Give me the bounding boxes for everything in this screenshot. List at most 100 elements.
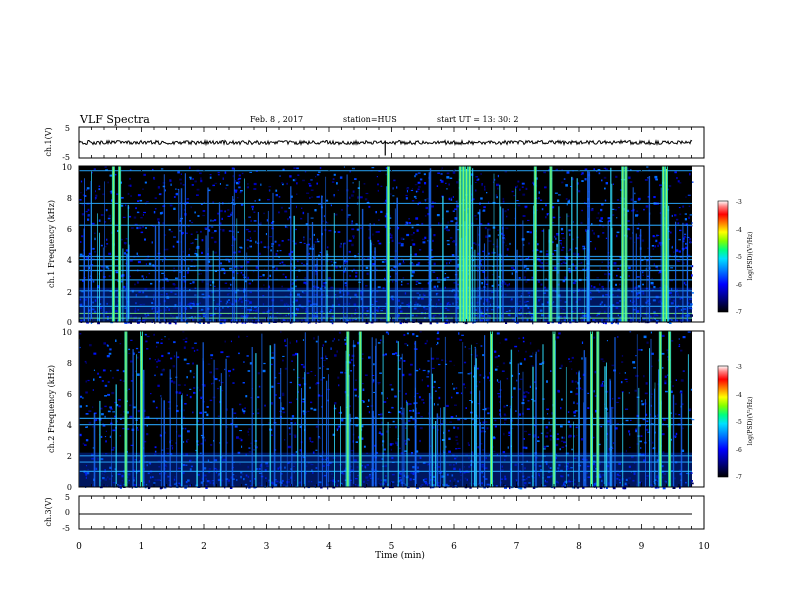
spectrogram-noise [352, 344, 356, 348]
spectrogram-noise [547, 321, 550, 324]
spectrogram-noise [391, 456, 394, 460]
spectrogram-noise [353, 459, 357, 462]
spectrogram-noise [165, 308, 167, 312]
spectrogram-noise [216, 387, 220, 390]
spectrogram-noise [546, 213, 549, 215]
spectrogram-noise [522, 244, 525, 246]
spectrogram-noise [545, 253, 549, 256]
spectrogram-noise [287, 218, 289, 221]
spectrogram-noise [650, 423, 654, 425]
spectrogram-noise [616, 217, 618, 219]
spectrogram-noise [268, 321, 271, 324]
spectrogram-noise [202, 315, 206, 318]
spectrogram-noise [172, 315, 175, 318]
spectrogram-noise [444, 322, 448, 324]
spectrogram-noise [344, 469, 346, 471]
spectrogram-noise [457, 298, 460, 300]
spectrogram-noise [100, 407, 103, 410]
spectrogram-noise [243, 478, 245, 481]
spectrogram-noise [182, 184, 185, 186]
spectrogram-noise [423, 308, 427, 311]
spectrogram-noise [591, 229, 594, 232]
spectrogram-noise [630, 169, 632, 171]
spectrogram-noise [470, 247, 473, 249]
spectrogram-noise [205, 486, 208, 489]
spectrogram-noise [297, 174, 300, 176]
spectrogram-noise [313, 319, 317, 321]
spectrogram-noise [115, 271, 119, 274]
spectrogram-noise [206, 480, 210, 483]
spectrogram-noise [297, 260, 299, 263]
spectrogram-noise [384, 481, 387, 483]
spectrogram-noise [468, 444, 470, 446]
spectrogram-noise [358, 281, 361, 283]
spectrogram-noise [654, 318, 656, 320]
spectrogram-noise [148, 480, 151, 483]
spectrogram-noise [546, 213, 549, 216]
spectrogram-noise [383, 277, 386, 280]
ch1-ytick-10: 10 [62, 163, 72, 172]
spectrogram-noise [99, 306, 102, 310]
spectrogram-noise [176, 316, 178, 319]
spectrogram-noise [286, 226, 289, 229]
spectrogram-noise [406, 344, 409, 347]
spectrogram-noise [573, 292, 575, 294]
spectrogram-noise [333, 337, 335, 341]
spectrogram-noise [236, 436, 239, 439]
spectrogram-noise [191, 303, 195, 304]
spectrogram-noise [284, 295, 288, 298]
spectrogram-noise [232, 199, 234, 201]
spectrogram-noise [561, 485, 564, 488]
spectrogram-noise [324, 474, 327, 477]
spectrogram-noise [562, 246, 565, 249]
spectrogram-noise [161, 211, 164, 215]
spectrogram-noise [168, 228, 171, 231]
spectrogram-noise [270, 402, 274, 405]
spectrogram-noise [523, 438, 525, 440]
spectrogram-noise [193, 301, 195, 303]
spectrogram-noise [437, 172, 440, 174]
spectrogram-noise [612, 365, 614, 367]
spectrogram-noise [504, 477, 507, 481]
spectrogram-noise [253, 306, 257, 309]
spectrogram-noise [299, 383, 301, 387]
spectrogram-noise [147, 314, 150, 316]
spectrogram-noise [157, 360, 161, 362]
spectrogram-noise [676, 288, 678, 290]
spectrogram-noise [350, 358, 353, 361]
spectrogram-noise [409, 478, 412, 481]
spectrogram-noise [531, 313, 534, 316]
spectrogram-noise [353, 237, 355, 239]
spectrogram-noise [398, 262, 402, 266]
spectrogram-noise [318, 484, 320, 486]
spectrogram-noise [537, 243, 539, 246]
spectrogram-noise [384, 226, 387, 228]
spectrogram-noise [99, 313, 101, 316]
spectrogram-noise [664, 381, 667, 385]
spectrogram-noise [101, 380, 104, 382]
spectrogram-noise [160, 479, 162, 481]
spectrogram-noise [540, 432, 543, 434]
spectrogram-noise [245, 474, 248, 477]
spectrogram-noise [153, 482, 156, 484]
spectrogram-noise [226, 294, 229, 296]
spectrogram-noise [281, 392, 285, 395]
spectrogram-noise [561, 181, 564, 184]
spectrogram-noise [146, 424, 148, 427]
spectrogram-noise [347, 215, 350, 218]
spectrogram-noise [559, 299, 562, 302]
spectrogram-noise [677, 180, 680, 183]
spectrogram-noise [208, 295, 210, 298]
spectrogram-noise [85, 266, 88, 269]
spectrogram-noise [533, 434, 536, 437]
spectrogram-noise [91, 484, 93, 487]
spectrogram-noise [271, 227, 274, 230]
spectrogram-noise [239, 403, 242, 406]
spectrogram-noise [457, 283, 459, 286]
spectrogram-noise [629, 237, 632, 240]
spectrogram-noise [133, 484, 137, 487]
spectrogram-noise [531, 365, 534, 367]
spectrogram-noise [487, 222, 490, 226]
spectrogram-noise [607, 482, 610, 485]
spectrogram-noise [182, 338, 185, 341]
